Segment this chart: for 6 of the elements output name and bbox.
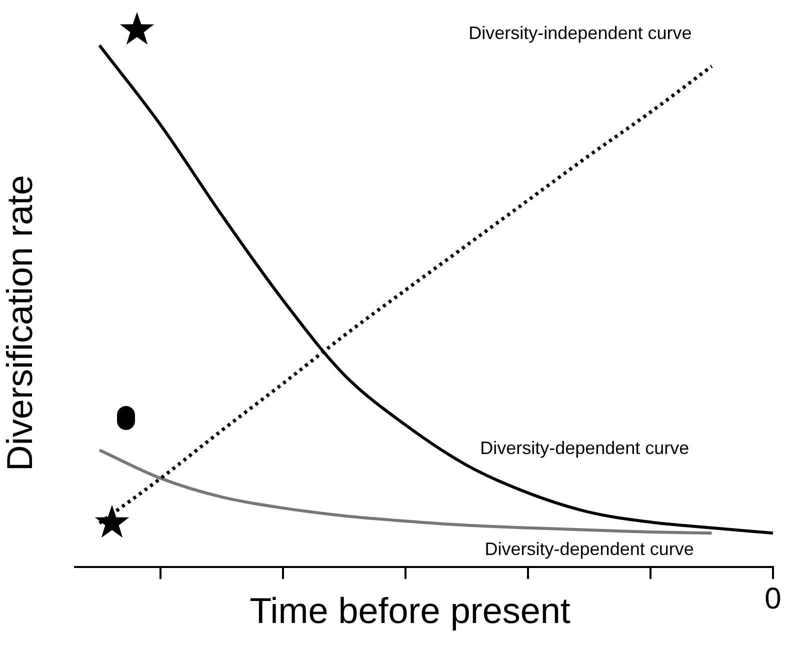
x-axis-title: Time before present xyxy=(248,590,572,632)
series-label: Diversity-independent curve xyxy=(468,23,692,44)
text: 0 xyxy=(764,582,782,616)
series-label: Diversity-dependent curve xyxy=(480,438,690,458)
y-axis-title: Diversification rate xyxy=(0,174,41,474)
series-label: Diversity-dependent curve xyxy=(484,538,694,559)
